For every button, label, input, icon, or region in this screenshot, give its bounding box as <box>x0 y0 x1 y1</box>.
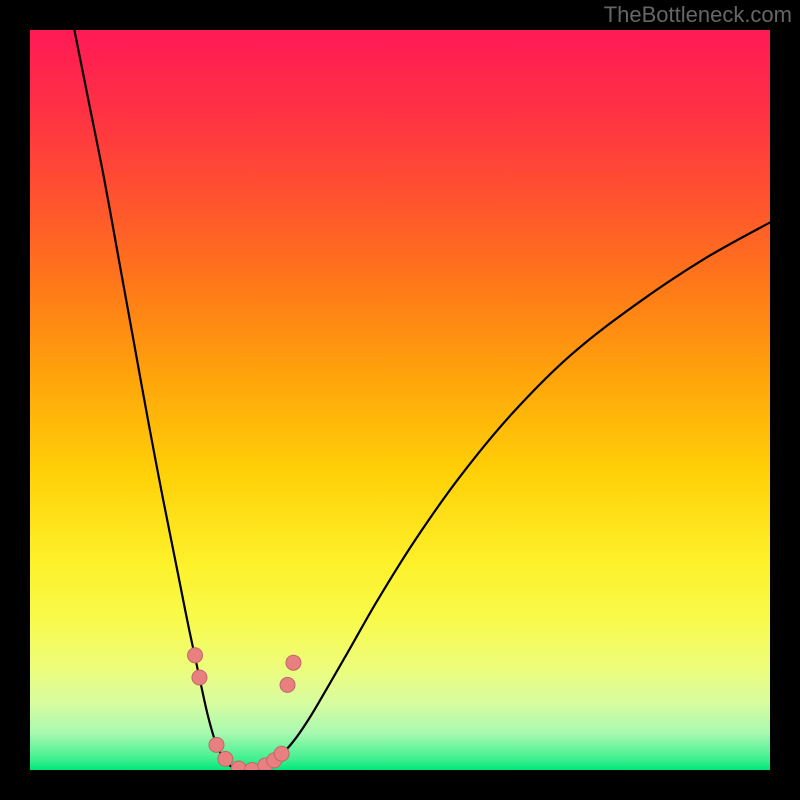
chart-frame: TheBottleneck.com <box>0 0 800 800</box>
chart-svg <box>30 30 770 770</box>
plot-area <box>30 30 770 770</box>
data-marker <box>274 746 289 761</box>
watermark-text: TheBottleneck.com <box>604 2 792 28</box>
gradient-background <box>30 30 770 770</box>
data-marker <box>188 648 203 663</box>
data-marker <box>280 677 295 692</box>
data-marker <box>286 655 301 670</box>
data-marker <box>192 670 207 685</box>
data-marker <box>209 737 224 752</box>
data-marker <box>218 751 233 766</box>
